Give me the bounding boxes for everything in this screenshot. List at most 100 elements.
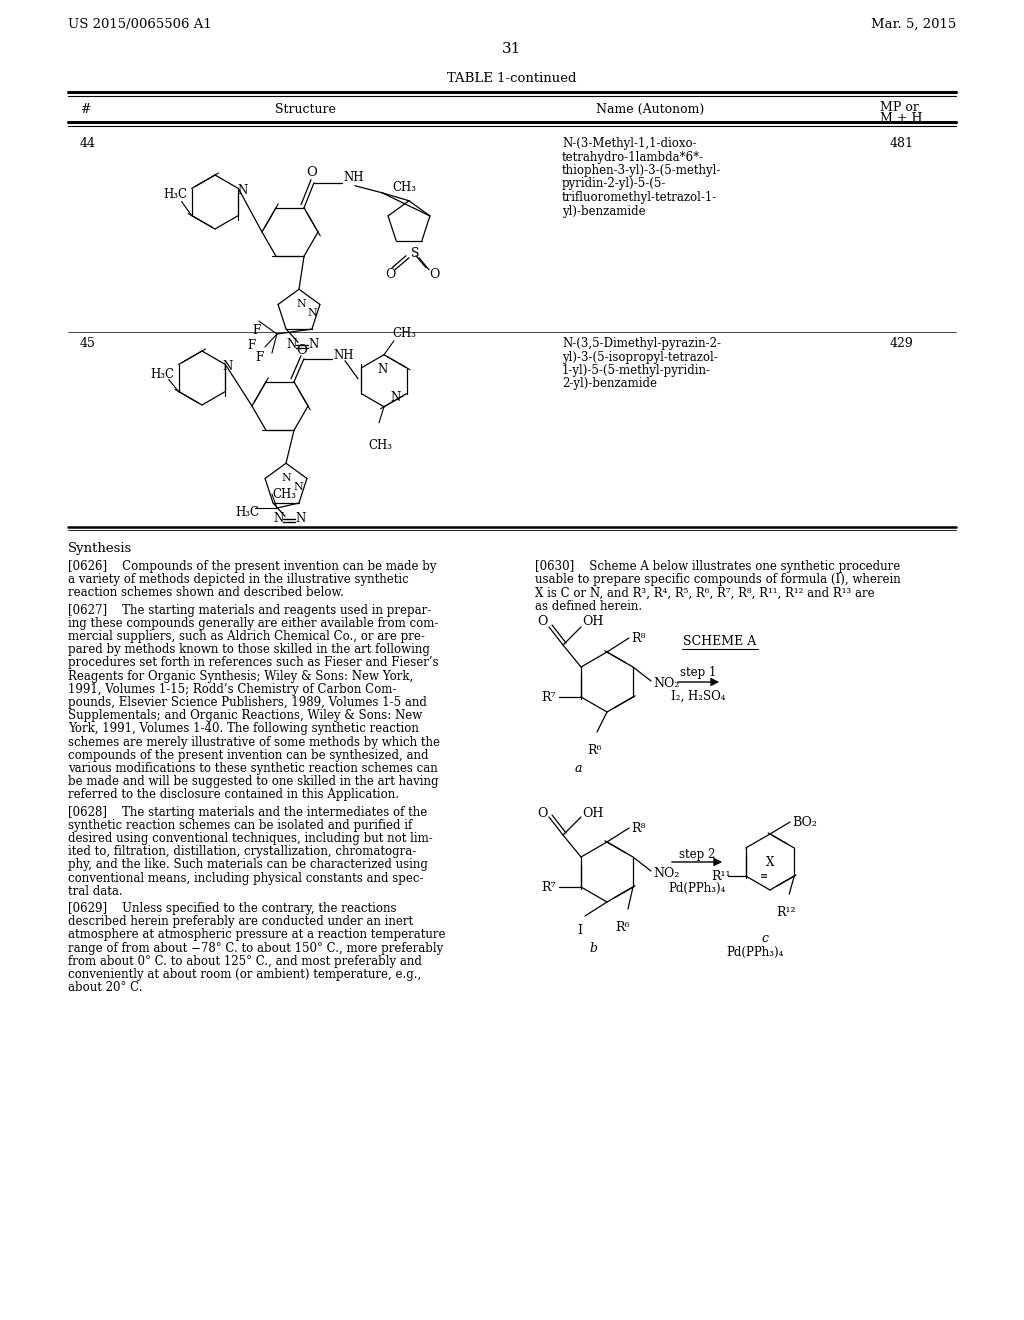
Text: Structure: Structure xyxy=(274,103,336,116)
Text: [0629]    Unless specified to the contrary, the reactions: [0629] Unless specified to the contrary,… xyxy=(68,902,396,915)
Text: N: N xyxy=(237,183,247,197)
Text: R⁶: R⁶ xyxy=(587,744,601,756)
Text: reaction schemes shown and described below.: reaction schemes shown and described bel… xyxy=(68,586,344,599)
Text: R⁷: R⁷ xyxy=(541,690,555,704)
Text: 44: 44 xyxy=(80,137,96,150)
Text: Pd(PPh₃)₄: Pd(PPh₃)₄ xyxy=(726,946,783,960)
Text: O: O xyxy=(306,166,316,178)
Text: as defined herein.: as defined herein. xyxy=(535,599,642,612)
Text: O: O xyxy=(296,343,307,356)
Text: 481: 481 xyxy=(890,137,914,150)
Text: I₂, H₂SO₄: I₂, H₂SO₄ xyxy=(672,690,726,704)
Text: R⁶: R⁶ xyxy=(615,921,630,935)
Text: pyridin-2-yl)-5-(5-: pyridin-2-yl)-5-(5- xyxy=(562,177,667,190)
Text: R⁸: R⁸ xyxy=(631,632,645,645)
Text: 1991, Volumes 1-15; Rodd’s Chemistry of Carbon Com-: 1991, Volumes 1-15; Rodd’s Chemistry of … xyxy=(68,682,396,696)
Text: US 2015/0065506 A1: US 2015/0065506 A1 xyxy=(68,18,212,30)
Text: b: b xyxy=(589,942,597,954)
Text: about 20° C.: about 20° C. xyxy=(68,981,142,994)
Text: F: F xyxy=(252,323,260,337)
Text: MP or: MP or xyxy=(880,102,919,114)
Text: Pd(PPh₃)₄: Pd(PPh₃)₄ xyxy=(669,882,726,895)
Text: R¹¹: R¹¹ xyxy=(712,870,731,883)
Text: N: N xyxy=(295,512,305,525)
Text: synthetic reaction schemes can be isolated and purified if: synthetic reaction schemes can be isolat… xyxy=(68,818,413,832)
Text: range of from about −78° C. to about 150° C., more preferably: range of from about −78° C. to about 150… xyxy=(68,941,443,954)
Text: compounds of the present invention can be synthesized, and: compounds of the present invention can b… xyxy=(68,748,428,762)
Text: atmosphere at atmospheric pressure at a reaction temperature: atmosphere at atmospheric pressure at a … xyxy=(68,928,445,941)
Text: O: O xyxy=(429,268,439,281)
Text: 45: 45 xyxy=(80,337,96,350)
Text: N: N xyxy=(390,391,400,404)
Text: [0628]    The starting materials and the intermediates of the: [0628] The starting materials and the in… xyxy=(68,805,427,818)
Text: yl)-3-(5-isopropyl-tetrazol-: yl)-3-(5-isopropyl-tetrazol- xyxy=(562,351,718,363)
Text: mercial suppliers, such as Aldrich Chemical Co., or are pre-: mercial suppliers, such as Aldrich Chemi… xyxy=(68,630,425,643)
Text: F: F xyxy=(247,339,255,352)
Text: [0627]    The starting materials and reagents used in prepar-: [0627] The starting materials and reagen… xyxy=(68,603,431,616)
Text: phy, and the like. Such materials can be characterized using: phy, and the like. Such materials can be… xyxy=(68,858,428,871)
Text: O: O xyxy=(537,807,548,820)
Text: H₃C: H₃C xyxy=(164,187,187,201)
Text: be made and will be suggested to one skilled in the art having: be made and will be suggested to one ski… xyxy=(68,775,438,788)
Text: N: N xyxy=(286,338,296,351)
Text: from about 0° C. to about 125° C., and most preferably and: from about 0° C. to about 125° C., and m… xyxy=(68,954,422,968)
Text: R⁸: R⁸ xyxy=(631,822,645,836)
Text: F: F xyxy=(255,351,263,364)
Text: CH₃: CH₃ xyxy=(272,488,296,502)
Text: a: a xyxy=(575,762,583,775)
Text: 31: 31 xyxy=(503,42,521,55)
Text: #: # xyxy=(80,103,90,116)
Text: TABLE 1-continued: TABLE 1-continued xyxy=(447,73,577,84)
Text: N: N xyxy=(296,300,306,309)
Text: a variety of methods depicted in the illustrative synthetic: a variety of methods depicted in the ill… xyxy=(68,573,409,586)
Text: NH: NH xyxy=(343,170,364,183)
Text: schemes are merely illustrative of some methods by which the: schemes are merely illustrative of some … xyxy=(68,735,440,748)
Text: O: O xyxy=(385,268,395,281)
Text: R⁷: R⁷ xyxy=(541,880,555,894)
Text: conventional means, including physical constants and spec-: conventional means, including physical c… xyxy=(68,871,424,884)
Text: N: N xyxy=(273,512,284,525)
Text: various modifications to these synthetic reaction schemes can: various modifications to these synthetic… xyxy=(68,762,437,775)
Text: pared by methods known to those skilled in the art following: pared by methods known to those skilled … xyxy=(68,643,430,656)
Text: M + H: M + H xyxy=(880,112,923,125)
Text: tetrahydro-1lambda*6*-: tetrahydro-1lambda*6*- xyxy=(562,150,705,164)
Text: OH: OH xyxy=(582,615,603,628)
Text: desired using conventional techniques, including but not lim-: desired using conventional techniques, i… xyxy=(68,832,433,845)
Text: ≡: ≡ xyxy=(760,873,768,880)
Text: S: S xyxy=(411,247,420,260)
Text: O: O xyxy=(537,615,548,628)
Text: trifluoromethyl-tetrazol-1-: trifluoromethyl-tetrazol-1- xyxy=(562,191,717,205)
Text: CH₃: CH₃ xyxy=(368,438,392,451)
Text: Reagents for Organic Synthesis; Wiley & Sons: New York,: Reagents for Organic Synthesis; Wiley & … xyxy=(68,669,414,682)
Text: NO₂: NO₂ xyxy=(653,867,679,880)
Text: step 2: step 2 xyxy=(679,847,715,861)
Text: usable to prepare specific compounds of formula (I), wherein: usable to prepare specific compounds of … xyxy=(535,573,901,586)
Text: X: X xyxy=(766,855,774,869)
Text: N: N xyxy=(222,360,232,374)
Text: tral data.: tral data. xyxy=(68,884,123,898)
Text: I: I xyxy=(577,924,582,937)
Text: 429: 429 xyxy=(890,337,913,350)
Text: NO₂: NO₂ xyxy=(653,677,679,690)
Text: N-(3,5-Dimethyl-pyrazin-2-: N-(3,5-Dimethyl-pyrazin-2- xyxy=(562,337,721,350)
Text: conveniently at about room (or ambient) temperature, e.g.,: conveniently at about room (or ambient) … xyxy=(68,968,421,981)
Text: N-(3-Methyl-1,1-dioxo-: N-(3-Methyl-1,1-dioxo- xyxy=(562,137,696,150)
Text: H₃C: H₃C xyxy=(234,506,259,519)
Text: York, 1991, Volumes 1-40. The following synthetic reaction: York, 1991, Volumes 1-40. The following … xyxy=(68,722,419,735)
Text: c: c xyxy=(762,932,768,945)
Text: [0630]    Scheme A below illustrates one synthetic procedure: [0630] Scheme A below illustrates one sy… xyxy=(535,560,900,573)
Text: N: N xyxy=(281,474,291,483)
Text: yl)-benzamide: yl)-benzamide xyxy=(562,205,645,218)
Text: CH₃: CH₃ xyxy=(392,327,416,339)
Text: BO₂: BO₂ xyxy=(792,816,817,829)
Text: described herein preferably are conducted under an inert: described herein preferably are conducte… xyxy=(68,915,413,928)
Text: X is C or N, and R³, R⁴, R⁵, R⁶, R⁷, R⁸, R¹¹, R¹² and R¹³ are: X is C or N, and R³, R⁴, R⁵, R⁶, R⁷, R⁸,… xyxy=(535,586,874,599)
Text: 2-yl)-benzamide: 2-yl)-benzamide xyxy=(562,378,657,391)
Text: R¹²: R¹² xyxy=(776,906,796,919)
Text: N: N xyxy=(308,338,318,351)
Text: referred to the disclosure contained in this Application.: referred to the disclosure contained in … xyxy=(68,788,399,801)
Text: CH₃: CH₃ xyxy=(392,181,416,194)
Text: N: N xyxy=(307,309,316,318)
Text: SCHEME A: SCHEME A xyxy=(683,635,757,648)
Text: step 1: step 1 xyxy=(680,667,717,678)
